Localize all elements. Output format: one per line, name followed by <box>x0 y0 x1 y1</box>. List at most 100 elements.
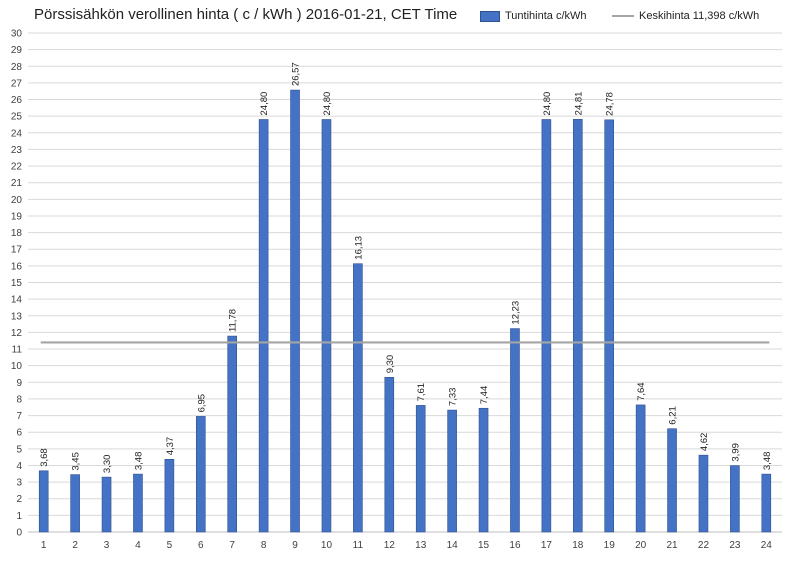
x-tick-label: 17 <box>541 540 553 551</box>
y-tick-label: 7 <box>16 411 22 422</box>
bar <box>447 409 457 533</box>
x-tick-label: 6 <box>198 540 204 551</box>
y-tick-label: 29 <box>11 45 23 56</box>
bar-value-label: 16,13 <box>353 236 364 260</box>
x-tick-label: 1 <box>41 540 47 551</box>
bar <box>572 119 583 533</box>
y-tick-label: 23 <box>11 145 23 156</box>
bar-value-label: 6,95 <box>196 394 207 413</box>
y-tick-label: 0 <box>16 528 22 539</box>
bar-value-label: 4,37 <box>165 437 176 456</box>
bar-value-label: 4,62 <box>699 433 710 452</box>
bar-value-label: 24,80 <box>542 92 553 116</box>
bar <box>510 328 520 533</box>
bar <box>195 416 206 533</box>
y-tick-label: 30 <box>11 29 23 40</box>
y-tick-label: 8 <box>16 394 22 405</box>
y-tick-label: 3 <box>16 478 22 489</box>
x-tick-label: 13 <box>415 540 427 551</box>
y-tick-label: 1 <box>16 511 22 522</box>
bar <box>258 119 269 533</box>
y-tick-label: 5 <box>16 444 22 455</box>
bar <box>290 89 300 533</box>
y-tick-label: 21 <box>11 178 23 189</box>
legend-item-average: Keskihinta 11,398 c/kWh <box>612 10 759 22</box>
x-tick-label: 5 <box>167 540 173 551</box>
y-tick-label: 13 <box>11 311 23 322</box>
bar-value-label: 6,21 <box>668 406 679 425</box>
legend-label-average: Keskihinta 11,398 c/kWh <box>639 10 760 22</box>
y-tick-label: 17 <box>11 245 23 256</box>
bar <box>164 459 175 533</box>
x-tick-label: 12 <box>384 540 396 551</box>
x-tick-label: 2 <box>72 540 78 551</box>
bar <box>415 405 426 533</box>
bar <box>384 377 395 533</box>
bar <box>321 119 332 533</box>
x-tick-label: 16 <box>509 540 521 551</box>
x-tick-label: 9 <box>292 540 298 551</box>
y-tick-label: 24 <box>11 128 23 139</box>
y-tick-label: 28 <box>11 62 23 73</box>
y-tick-label: 9 <box>16 378 22 389</box>
x-tick-label: 18 <box>572 540 584 551</box>
x-tick-label: 20 <box>635 540 647 551</box>
bar <box>604 119 615 533</box>
y-tick-label: 19 <box>11 211 23 222</box>
x-tick-label: 7 <box>229 540 235 551</box>
legend-item-bars: Tuntihinta c/kWh <box>480 10 587 22</box>
bar-value-label: 9,30 <box>385 355 396 374</box>
legend-bar-swatch <box>480 10 500 22</box>
y-tick-label: 14 <box>11 295 23 306</box>
y-tick-label: 11 <box>12 345 23 356</box>
y-tick-label: 16 <box>11 261 23 272</box>
x-tick-label: 10 <box>321 540 333 551</box>
y-tick-label: 10 <box>11 361 23 372</box>
bar-value-label: 3,48 <box>762 452 773 471</box>
bar-value-label: 3,99 <box>730 443 741 462</box>
bar <box>70 474 80 533</box>
bar <box>133 473 143 533</box>
y-tick-label: 15 <box>11 278 23 289</box>
y-tick-label: 18 <box>11 228 23 239</box>
bar <box>667 428 677 533</box>
bar-value-label: 3,30 <box>102 455 113 474</box>
y-tick-label: 2 <box>16 494 22 505</box>
bar-value-label: 3,68 <box>39 448 50 467</box>
bar <box>541 119 552 533</box>
bar-value-label: 7,61 <box>416 383 427 402</box>
y-tick-label: 6 <box>16 428 22 439</box>
x-tick-label: 4 <box>135 540 141 551</box>
bar <box>101 476 112 533</box>
legend-label-bars: Tuntihinta c/kWh <box>505 10 587 22</box>
chart-title: Pörssisähkön verollinen hinta ( c / kWh … <box>34 6 458 23</box>
x-tick-label: 23 <box>729 540 741 551</box>
bar-value-label: 24,80 <box>322 92 333 116</box>
bar-value-label: 7,64 <box>636 382 647 401</box>
x-tick-label: 14 <box>447 540 459 551</box>
bar-value-label: 24,80 <box>259 92 270 116</box>
y-tick-label: 25 <box>11 112 23 123</box>
x-tick-label: 22 <box>698 540 710 551</box>
bar <box>761 473 772 533</box>
bar <box>635 404 646 533</box>
bar-value-label: 7,33 <box>448 388 459 407</box>
bar <box>38 470 49 533</box>
bar-value-label: 24,78 <box>605 92 616 116</box>
x-tick-label: 3 <box>104 540 110 551</box>
x-tick-label: 19 <box>604 540 616 551</box>
bar-value-label: 24,81 <box>573 92 584 116</box>
x-tick-label: 24 <box>761 540 773 551</box>
y-tick-label: 12 <box>11 328 23 339</box>
bar-value-label: 7,44 <box>479 386 490 405</box>
x-tick-label: 21 <box>666 540 678 551</box>
bar <box>730 465 740 533</box>
y-tick-label: 22 <box>11 162 23 173</box>
y-tick-label: 20 <box>11 195 23 206</box>
bar-value-label: 12,23 <box>510 301 521 325</box>
bar-value-label: 3,48 <box>133 452 144 471</box>
x-tick-label: 8 <box>261 540 267 551</box>
y-tick-label: 4 <box>16 461 22 472</box>
